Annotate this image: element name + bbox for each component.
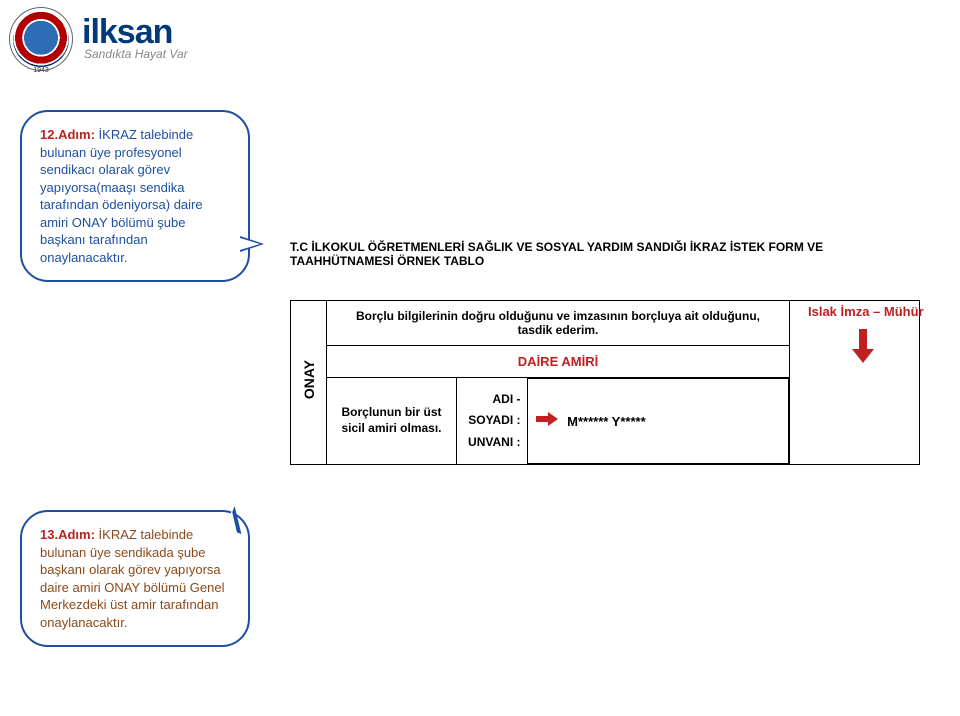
wet-signature-label: Islak İmza – Mühür (808, 304, 948, 319)
callout-tail-fill (240, 238, 260, 250)
daire-amiri-heading: DAİRE AMİRİ (327, 346, 790, 378)
org-emblem (10, 8, 72, 70)
step-13-label: 13.Adım: (40, 527, 95, 542)
name-value: M****** Y***** (567, 414, 646, 429)
header: ilksan Sandıkta Hayat Var (10, 8, 188, 70)
name-value-cell: M****** Y***** (527, 379, 789, 464)
brand-block: ilksan Sandıkta Hayat Var (82, 17, 188, 62)
supervisor-note: Borçlunun bir üst sicil amiri olması. (327, 378, 457, 465)
brand-tagline: Sandıkta Hayat Var (84, 47, 188, 61)
tasdik-statement: Borçlu bilgilerinin doğru olduğunu ve im… (327, 301, 790, 346)
step-13-text: İKRAZ talebinde bulunan üye sendikada şu… (40, 527, 225, 630)
brand-text: ilksan (82, 17, 172, 48)
arrow-right-icon (536, 412, 558, 429)
wet-signature-indicator: Islak İmza – Mühür (808, 304, 948, 368)
table-title: T.C İLKOKUL ÖĞRETMENLERİ SAĞLIK VE SOSYA… (290, 240, 930, 268)
brand-wordmark: ilksan (82, 17, 172, 48)
arrow-down-icon (852, 329, 948, 368)
onay-side-cell: ONAY (291, 301, 327, 465)
step-12-label: 12.Adım: (40, 127, 95, 142)
step-12-callout: 12.Adım: İKRAZ talebinde bulunan üye pro… (20, 110, 250, 282)
step-12-text: İKRAZ talebinde bulunan üye profesyonel … (40, 127, 203, 265)
field-labels: ADI - SOYADI : UNVANI : (457, 379, 527, 464)
onay-side-label: ONAY (299, 340, 319, 419)
step-13-callout: 13.Adım: İKRAZ talebinde bulunan üye sen… (20, 510, 250, 647)
